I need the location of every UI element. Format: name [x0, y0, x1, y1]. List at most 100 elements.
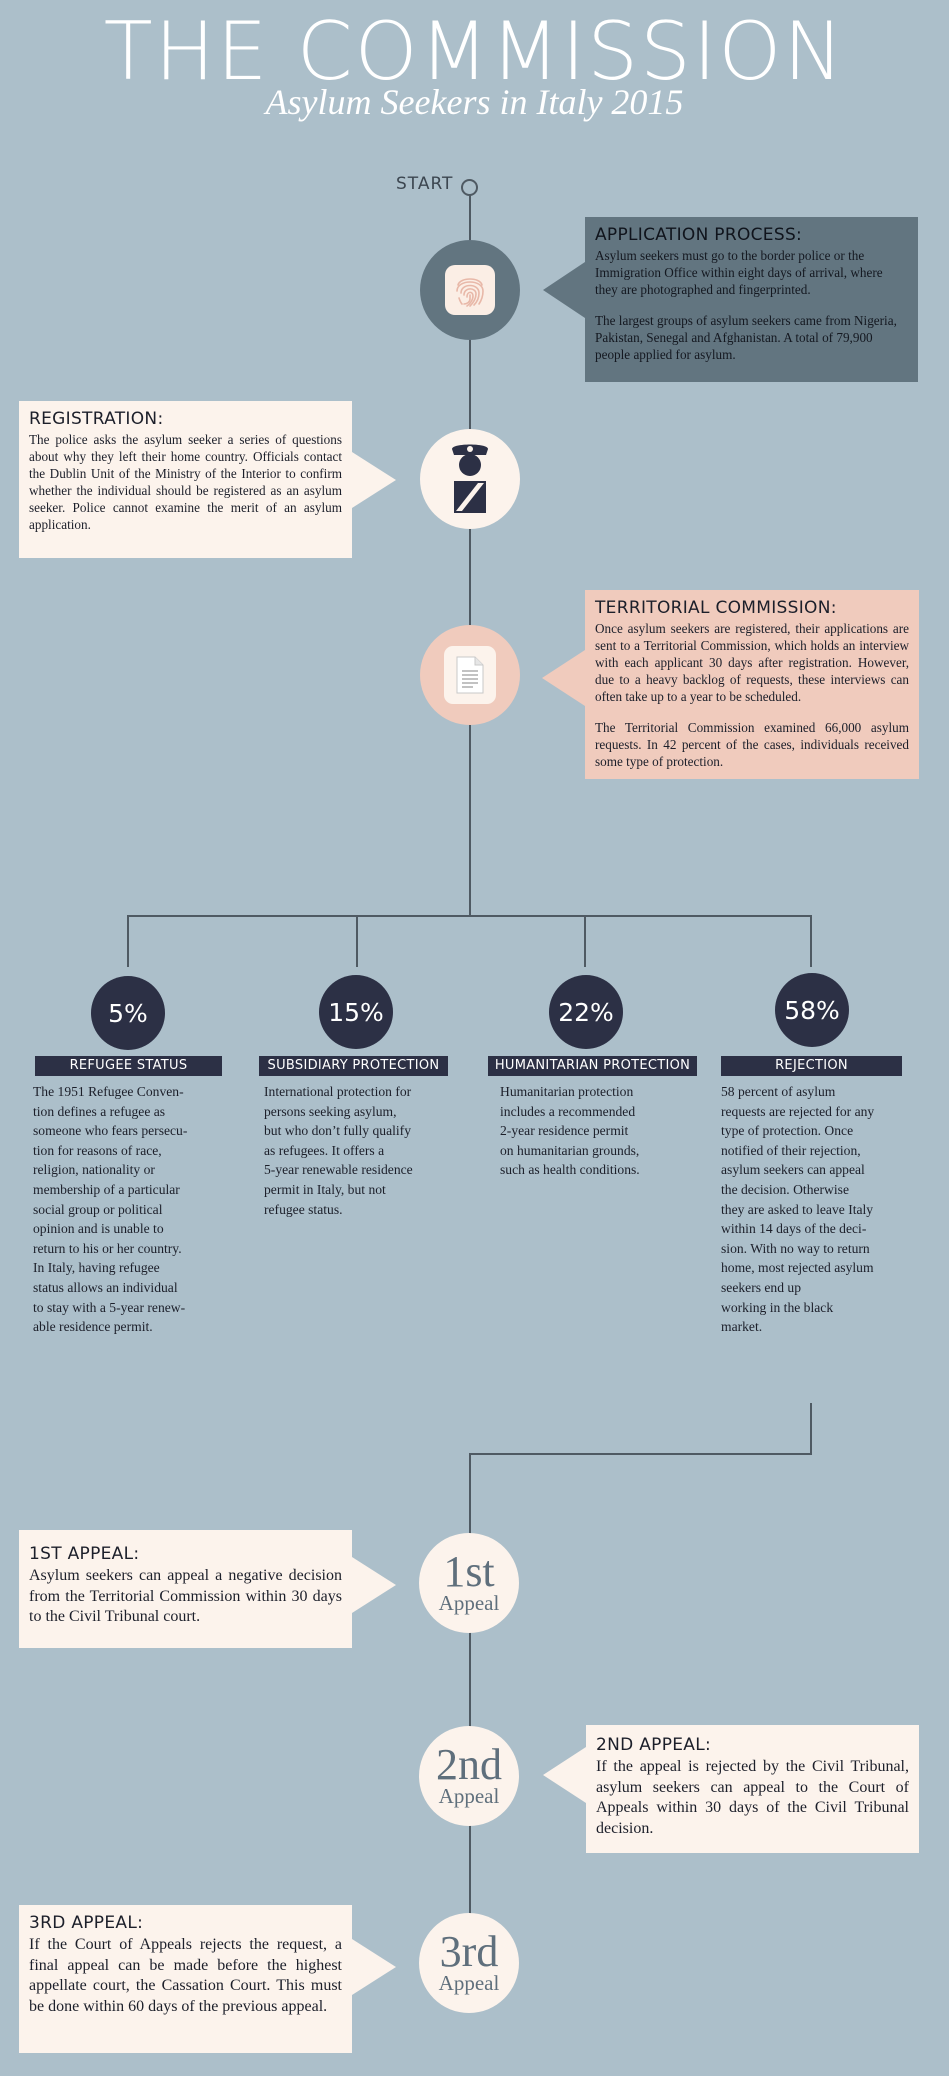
humanitarian-protection-text: Humanitarian protection includes a recom… [500, 1082, 700, 1180]
text-line: sion. With no way to return [721, 1240, 870, 1256]
rejection-connector-horizontal [469, 1453, 812, 1455]
text-line: International protection for [264, 1084, 412, 1099]
registration-heading: REGISTRATION: [29, 409, 164, 429]
refugee-percent-circle: 5% [91, 976, 165, 1050]
territorial-pointer [542, 650, 585, 706]
humanitarian-protection-label: HUMANITARIAN PROTECTION [488, 1056, 697, 1076]
text-line: asylum seekers can appeal [721, 1162, 865, 1178]
text-line: social group or political [33, 1201, 163, 1217]
start-label: START [396, 174, 454, 194]
text-line: seekers end up [721, 1279, 802, 1295]
text-line: includes a recommended [500, 1103, 636, 1119]
police-officer-icon [452, 444, 488, 513]
first-appeal-box: 1ST APPEAL: Asylum seekers can appeal a … [19, 1530, 352, 1648]
third-appeal-pointer [352, 1939, 396, 1995]
appeal-word: Appeal [438, 1971, 500, 1995]
appeals-flow-line [469, 1453, 471, 1963]
text-line: notified of their rejection, [721, 1142, 861, 1158]
text-line: within 14 days of the deci- [721, 1221, 867, 1237]
subsidiary-protection-text: International protection for persons see… [264, 1082, 464, 1219]
third-appeal-heading: 3RD APPEAL: [29, 1913, 144, 1933]
text-line: as refugees. It offers a [264, 1142, 385, 1158]
territorial-box: TERRITORIAL COMMISSION: Once asylum seek… [585, 590, 919, 779]
text-line: membership of a particular [33, 1181, 180, 1197]
text-line: to stay with a 5-year renew- [33, 1299, 186, 1315]
first-appeal-circle: 1st Appeal [419, 1533, 519, 1633]
territorial-heading: TERRITORIAL COMMISSION: [595, 598, 837, 618]
text-line: 5-year renewable residence [264, 1162, 413, 1178]
second-appeal-heading: 2ND APPEAL: [596, 1735, 712, 1755]
text-line: such as health conditions. [500, 1162, 640, 1178]
application-text-1: Asylum seekers must go to the border pol… [595, 248, 883, 297]
registration-pointer [352, 452, 396, 508]
text-line: refugee status. [264, 1201, 343, 1217]
first-appeal-pointer [352, 1557, 396, 1613]
text-line: return to his or her country. [33, 1240, 182, 1256]
page-subtitle: Asylum Seekers in Italy 2015 [265, 82, 684, 122]
registration-box: REGISTRATION: The police asks the asylum… [19, 401, 352, 558]
application-box: APPLICATION PROCESS: Asylum seekers must… [585, 217, 918, 382]
application-heading: APPLICATION PROCESS: [595, 225, 803, 245]
text-line: persons seeking asylum, [264, 1103, 397, 1119]
text-line: able residence permit. [33, 1319, 153, 1335]
branch-line-rejection [810, 915, 812, 967]
appeal-word: Appeal [438, 1591, 500, 1615]
appeal-number: 1st [443, 1547, 495, 1596]
text-line: The 1951 Refugee Conven- [33, 1084, 184, 1099]
text-line: tion defines a refugee as [33, 1103, 166, 1119]
second-appeal-pointer [543, 1747, 586, 1803]
text-line: the decision. Otherwise [721, 1181, 849, 1197]
humanitarian-percent-circle: 22% [549, 975, 623, 1049]
text-line: Humanitarian protection [500, 1084, 634, 1099]
rejection-percent-circle: 58% [775, 973, 849, 1047]
territorial-step-circle [420, 625, 520, 725]
text-line: working in the black [721, 1299, 834, 1315]
second-appeal-text: If the appeal is rejected by the Civil T… [596, 1758, 909, 1837]
branch-line-subsidiary [356, 915, 358, 967]
registration-text: The police asks the asylum seeker a seri… [29, 432, 342, 532]
third-appeal-circle: 3rd Appeal [419, 1913, 519, 2013]
registration-step-circle [420, 429, 520, 529]
text-line: tion for reasons of race, [33, 1142, 162, 1158]
subsidiary-percent-circle: 15% [319, 975, 393, 1049]
text-line: someone who fears persecu- [33, 1123, 188, 1139]
rejection-connector-vertical [810, 1403, 812, 1455]
rejection-text: 58 percent of asylum requests are reject… [721, 1082, 931, 1337]
appeal-number: 3rd [439, 1927, 499, 1976]
subsidiary-protection-label: SUBSIDIARY PROTECTION [259, 1056, 448, 1076]
territorial-text-1: Once asylum seekers are registered, thei… [595, 621, 909, 704]
text-line: permit in Italy, but not [264, 1181, 386, 1197]
text-line: they are asked to leave Italy [721, 1201, 874, 1217]
text-line: but who don’t fully qualify [264, 1123, 412, 1139]
page-title: THE COMMISSION [103, 5, 846, 98]
text-line: on humanitarian grounds, [500, 1142, 640, 1158]
first-appeal-heading: 1ST APPEAL: [29, 1544, 140, 1564]
application-text-2: The largest groups of asylum seekers cam… [595, 313, 897, 362]
start-marker [461, 179, 478, 196]
text-line: 2-year residence permit [500, 1123, 629, 1139]
first-appeal-text: Asylum seekers can appeal a negative dec… [29, 1567, 342, 1625]
text-line: market. [721, 1319, 763, 1335]
text-line: opinion and is unable to [33, 1221, 164, 1237]
appeal-word: Appeal [438, 1784, 500, 1808]
second-appeal-box: 2ND APPEAL: If the appeal is rejected by… [586, 1725, 919, 1853]
application-step-circle [420, 240, 520, 340]
third-appeal-box: 3RD APPEAL: If the Court of Appeals reje… [19, 1905, 352, 2053]
application-pointer [543, 262, 585, 318]
text-line: 58 percent of asylum [721, 1084, 836, 1099]
appeal-number: 2nd [436, 1740, 502, 1789]
third-appeal-text: If the Court of Appeals rejects the requ… [29, 1936, 342, 2015]
rejection-label: REJECTION [721, 1056, 902, 1076]
fingerprint-icon [445, 265, 495, 315]
text-line: In Italy, having refugee [33, 1260, 160, 1276]
refugee-status-text: The 1951 Refugee Conven- tion defines a … [33, 1082, 233, 1337]
second-appeal-circle: 2nd Appeal [419, 1726, 519, 1826]
refugee-status-label: REFUGEE STATUS [35, 1056, 222, 1076]
text-line: requests are rejected for any [721, 1103, 875, 1119]
text-line: type of protection. Once [721, 1123, 854, 1139]
branch-horizontal-line [127, 915, 812, 917]
flow-line-top [469, 192, 471, 916]
branch-line-humanitarian [584, 915, 586, 967]
text-line: home, most rejected asylum [721, 1260, 874, 1276]
branch-line-refugee [127, 915, 129, 967]
